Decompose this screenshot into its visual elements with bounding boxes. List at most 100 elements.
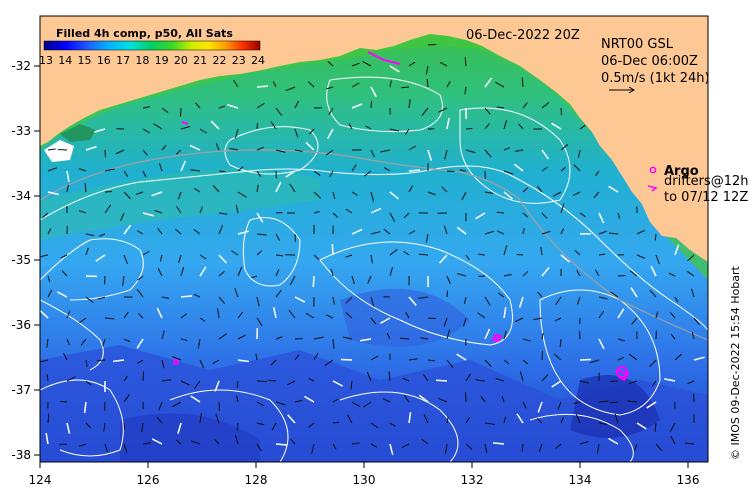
current-vector (610, 401, 619, 404)
colorbar-tick-label: 21 (193, 54, 207, 67)
current-vector (47, 167, 58, 172)
current-vector (408, 145, 417, 151)
current-vector (175, 439, 182, 445)
current-vector (294, 100, 299, 109)
current-vector (446, 359, 454, 368)
current-vector (503, 274, 512, 277)
current-vector (687, 254, 695, 262)
current-vector (522, 212, 529, 218)
current-vector (327, 128, 334, 139)
current-vector (256, 296, 260, 307)
current-vector (256, 317, 263, 327)
current-vector (367, 275, 372, 284)
current-vector (342, 336, 353, 340)
current-vector (668, 272, 676, 277)
current-vector (419, 253, 429, 256)
current-vector (636, 254, 646, 259)
y-tick-label: -35 (11, 253, 31, 267)
current-vector (478, 253, 486, 256)
current-vector (275, 149, 286, 153)
current-vector (325, 314, 334, 319)
current-vector (313, 191, 322, 199)
y-axis (34, 65, 40, 456)
current-vector (237, 266, 243, 277)
current-vector (684, 442, 695, 445)
current-vector (617, 338, 625, 342)
current-vector (156, 307, 163, 319)
current-vector (180, 125, 191, 130)
current-vector (123, 224, 132, 235)
current-vector (289, 275, 296, 285)
current-vector (669, 422, 676, 432)
current-vector (270, 121, 277, 130)
current-vector (231, 250, 239, 256)
current-vector (66, 338, 70, 346)
current-vector (664, 378, 676, 382)
current-vector (399, 337, 410, 340)
current-vector (408, 412, 412, 424)
current-vector (403, 212, 410, 219)
current-vector (579, 124, 586, 130)
current-vector (593, 191, 600, 199)
current-vector (674, 353, 683, 361)
current-vector (631, 317, 638, 325)
current-vector (305, 312, 315, 319)
current-vector (256, 85, 269, 88)
current-vector (256, 184, 259, 193)
current-vector (401, 443, 410, 449)
current-vector (598, 212, 605, 224)
current-vector (236, 422, 239, 431)
current-vector (461, 191, 467, 201)
current-vector (503, 245, 508, 256)
current-vector (446, 118, 450, 130)
colorbar-tick-label: 23 (232, 54, 246, 67)
current-vector (233, 79, 239, 88)
current-vector (142, 212, 154, 217)
current-vector (112, 359, 125, 363)
current-vector (47, 148, 56, 151)
current-vector (555, 443, 562, 449)
vector-scale-arrow (609, 86, 635, 94)
current-vector (598, 400, 609, 403)
current-vector (577, 149, 581, 158)
current-vector (370, 422, 379, 429)
current-vector (484, 359, 492, 368)
current-vector (313, 336, 324, 340)
current-vector (463, 317, 467, 327)
current-vector (551, 122, 562, 130)
current-vector (418, 394, 429, 403)
current-vector (427, 359, 435, 362)
current-vector (158, 401, 163, 411)
current-vector (539, 443, 543, 452)
current-vector (634, 443, 638, 452)
current-vector (438, 397, 448, 403)
current-vector (218, 296, 225, 304)
current-vector (370, 101, 373, 109)
current-vector (345, 208, 353, 214)
current-vector (628, 380, 638, 384)
current-vector (348, 123, 353, 130)
current-vector (151, 438, 163, 445)
current-vector (345, 312, 353, 319)
current-vector (484, 443, 488, 454)
current-vector (80, 338, 87, 346)
current-vector (176, 149, 182, 155)
current-vector (370, 149, 375, 158)
current-vector (193, 229, 201, 235)
current-vector (363, 401, 372, 408)
map-date: 06-Dec-2022 20Z (466, 28, 580, 43)
current-vector (180, 295, 193, 298)
current-vector (123, 170, 129, 177)
colorbar: Filled 4h comp, p50, All Sats 13 14 15 16 17… (39, 27, 265, 67)
current-vector (408, 230, 416, 235)
current-vector (199, 266, 207, 277)
current-vector (347, 414, 353, 424)
cloud-gap (60, 124, 96, 142)
current-vector (123, 422, 126, 430)
current-vector (370, 231, 381, 235)
current-vector (351, 442, 360, 445)
current-vector (496, 106, 505, 109)
current-vector (389, 128, 400, 132)
current-vector (484, 296, 491, 306)
current-vector (120, 212, 125, 221)
